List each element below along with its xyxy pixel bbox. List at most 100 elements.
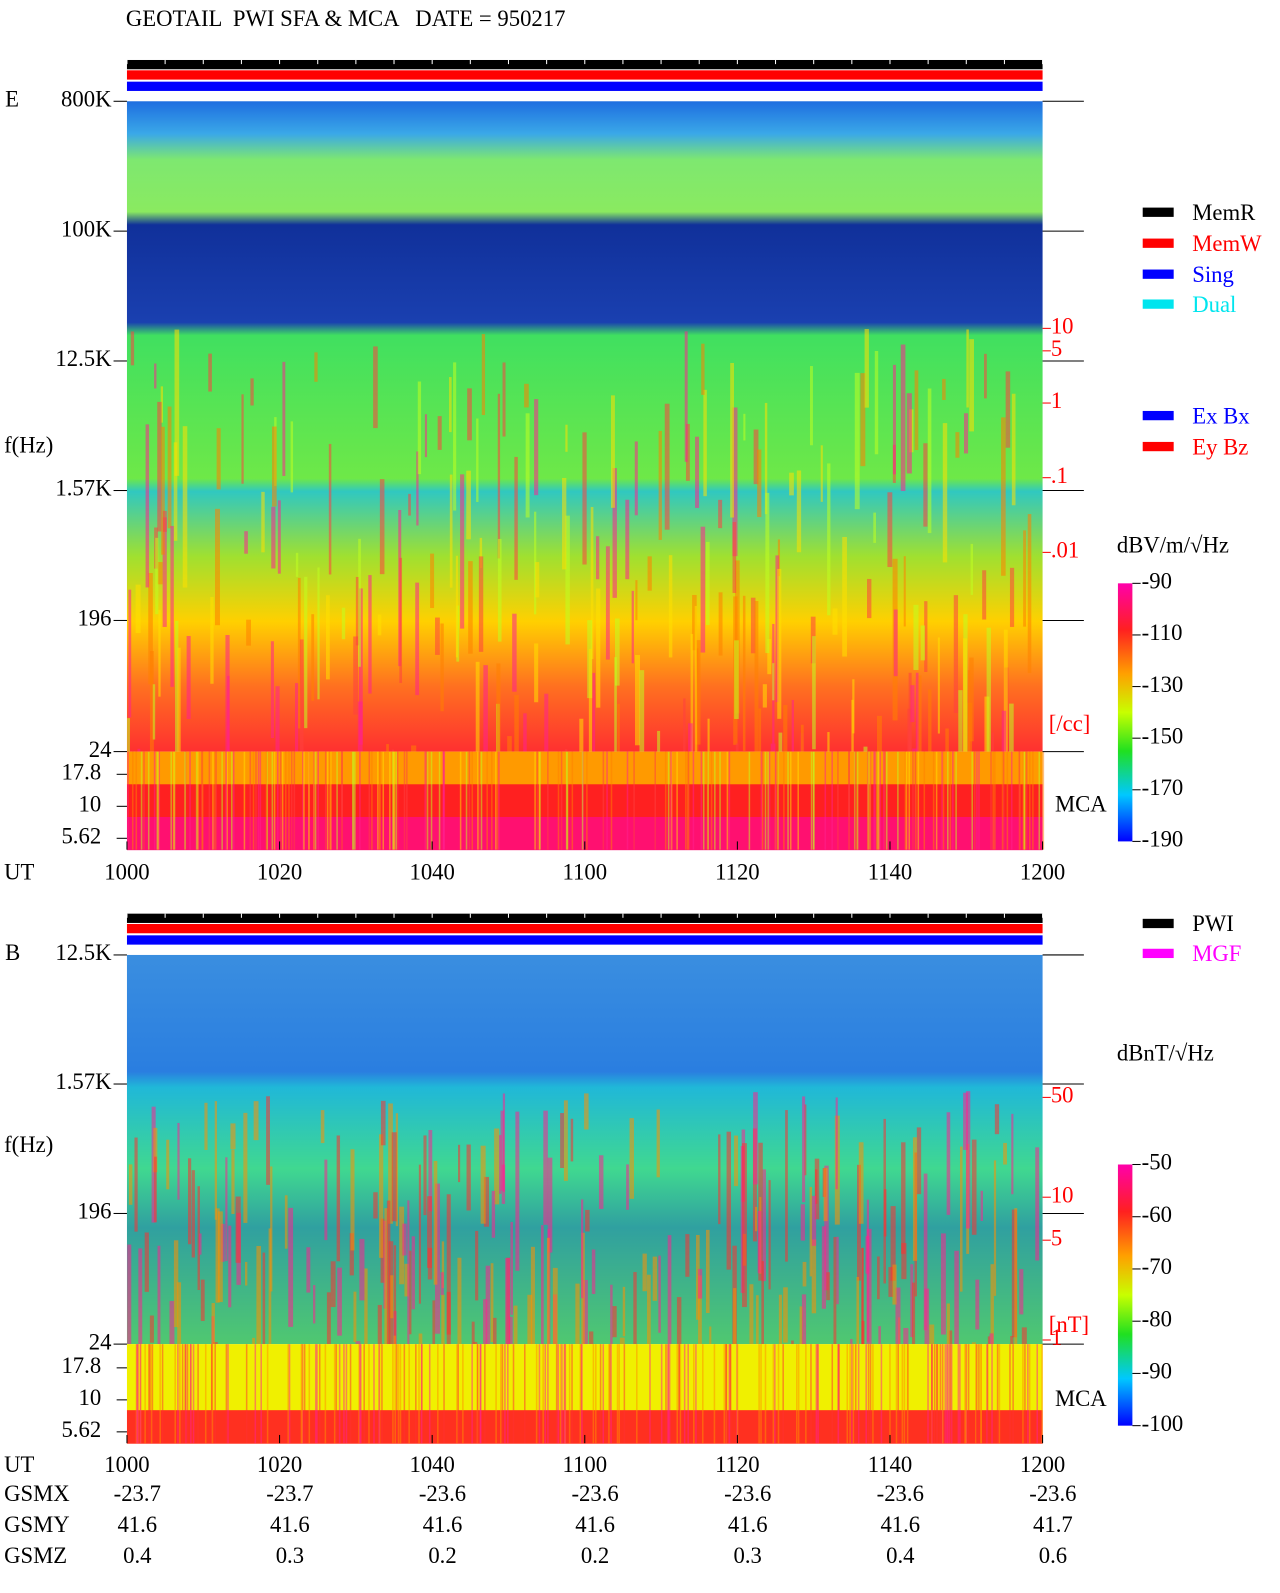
spectrogram-streak xyxy=(173,442,178,541)
mca-streak xyxy=(700,751,703,850)
spectrogram-streak xyxy=(705,1229,710,1314)
mca-streak xyxy=(392,751,395,850)
mca-streak xyxy=(341,751,343,850)
spectrogram-streak xyxy=(631,590,634,664)
mca-streak xyxy=(524,1344,526,1444)
density-tick-label: .1 xyxy=(1051,463,1068,488)
spectrogram-streak xyxy=(864,329,869,408)
orbit-value: 41.6 xyxy=(880,1512,920,1537)
spectrogram-streak xyxy=(688,723,693,752)
mca-streak xyxy=(777,1344,780,1444)
spectrogram-streak xyxy=(210,596,214,684)
y-tick-label: 100K xyxy=(61,216,112,241)
mca-streak xyxy=(797,1344,800,1444)
spectrogram-streak xyxy=(635,580,638,621)
mca-streak xyxy=(897,751,899,850)
spectrogram-streak xyxy=(783,705,788,752)
spectrogram-streak xyxy=(676,1297,682,1345)
spectrogram-streak xyxy=(598,1155,604,1210)
spectrogram-streak xyxy=(612,468,617,598)
spectrogram-streak xyxy=(485,1265,491,1345)
spectrogram-streak xyxy=(177,1282,182,1345)
spectrogram-streak xyxy=(858,1142,864,1224)
spectrogram-streak xyxy=(823,1168,828,1222)
mca-streak xyxy=(161,1344,164,1444)
x-tick-label: 1020 xyxy=(257,1452,302,1477)
spectrogram-streak xyxy=(915,672,919,752)
spectrogram-streak xyxy=(874,350,879,455)
spectrogram-streak xyxy=(441,1294,445,1345)
mca-streak xyxy=(670,751,672,850)
spectrogram-streak xyxy=(969,657,974,742)
spectrogram-streak xyxy=(565,515,570,645)
spectrogram-streak xyxy=(377,614,382,636)
colorbar xyxy=(1117,583,1133,842)
mca-streak xyxy=(336,751,338,850)
orbit-label: GSMZ xyxy=(4,1543,67,1568)
spectrogram-streak xyxy=(191,1170,195,1258)
orbit-value: 0.2 xyxy=(428,1543,456,1568)
mca-streak xyxy=(905,751,908,850)
spectrogram-streak xyxy=(478,556,484,652)
spectrogram-streak xyxy=(446,1291,451,1345)
spectrogram-streak xyxy=(314,352,318,382)
density-label: [/cc] xyxy=(1049,711,1091,736)
mca-streak xyxy=(579,1344,582,1444)
spectrogram-streak xyxy=(275,686,280,752)
spectrogram-streak xyxy=(991,732,994,752)
mca-streak xyxy=(975,1344,977,1444)
spectrogram-streak xyxy=(134,1137,138,1232)
spectrogram-streak xyxy=(534,399,539,496)
colorbar-tick-label: -90 xyxy=(1142,569,1172,594)
mca-tick-label: 10 xyxy=(78,792,101,817)
mca-streak xyxy=(478,751,480,850)
mca-streak xyxy=(592,1344,595,1444)
mca-streak xyxy=(971,751,973,850)
mca-streak xyxy=(649,1344,651,1444)
spectrogram-streak xyxy=(290,421,294,493)
mca-streak xyxy=(767,751,770,850)
mca-streak xyxy=(396,751,399,850)
spectrogram-streak xyxy=(149,650,154,752)
spectrogram-streak xyxy=(270,641,274,739)
spectrogram-streak xyxy=(946,1303,950,1345)
spectrogram-streak xyxy=(306,1247,311,1293)
mca-streak xyxy=(349,1344,352,1444)
legend-label: Ey Bz xyxy=(1192,434,1248,459)
x-axis-label: UT xyxy=(4,1452,34,1477)
spectrogram-streak xyxy=(565,748,568,752)
spectrogram-streak xyxy=(497,538,502,642)
spectrogram-streak xyxy=(262,1252,266,1345)
mca-streak xyxy=(381,1344,383,1444)
spectrogram-streak xyxy=(809,366,813,446)
spectrogram-streak xyxy=(325,595,330,680)
spectrogram-streak xyxy=(245,1261,248,1286)
spectrogram-streak xyxy=(154,1156,157,1223)
mca-streak xyxy=(774,1344,776,1444)
mca-streak xyxy=(415,1344,417,1444)
spectrogram-streak xyxy=(757,1210,762,1274)
spectrogram-streak xyxy=(135,584,141,634)
mca-streak xyxy=(1027,1344,1029,1444)
spectrogram-streak xyxy=(667,1235,672,1345)
mca-streak xyxy=(758,1344,760,1444)
spectrogram-streak xyxy=(215,508,220,626)
mca-streak xyxy=(377,751,379,850)
spectrogram-streak xyxy=(157,1245,161,1345)
mca-streak xyxy=(443,1344,445,1444)
spectrogram-streak xyxy=(235,1196,241,1263)
spectrogram-streak xyxy=(271,506,276,569)
spectrogram-streak xyxy=(913,604,919,670)
mca-streak xyxy=(254,1344,257,1444)
spectrogram-streak xyxy=(754,601,759,752)
spectrogram-streak xyxy=(427,1196,432,1268)
mca-streak xyxy=(544,1344,547,1444)
orbit-value: -23.6 xyxy=(571,1481,618,1506)
spectrogram-streak xyxy=(169,1300,175,1345)
mca-streak xyxy=(973,751,976,850)
mca-streak xyxy=(854,1344,857,1444)
spectrogram-streak xyxy=(541,1225,544,1345)
spectrogram-streak xyxy=(656,1109,660,1178)
mca-streak xyxy=(507,1344,509,1444)
mca-streak xyxy=(424,751,426,850)
